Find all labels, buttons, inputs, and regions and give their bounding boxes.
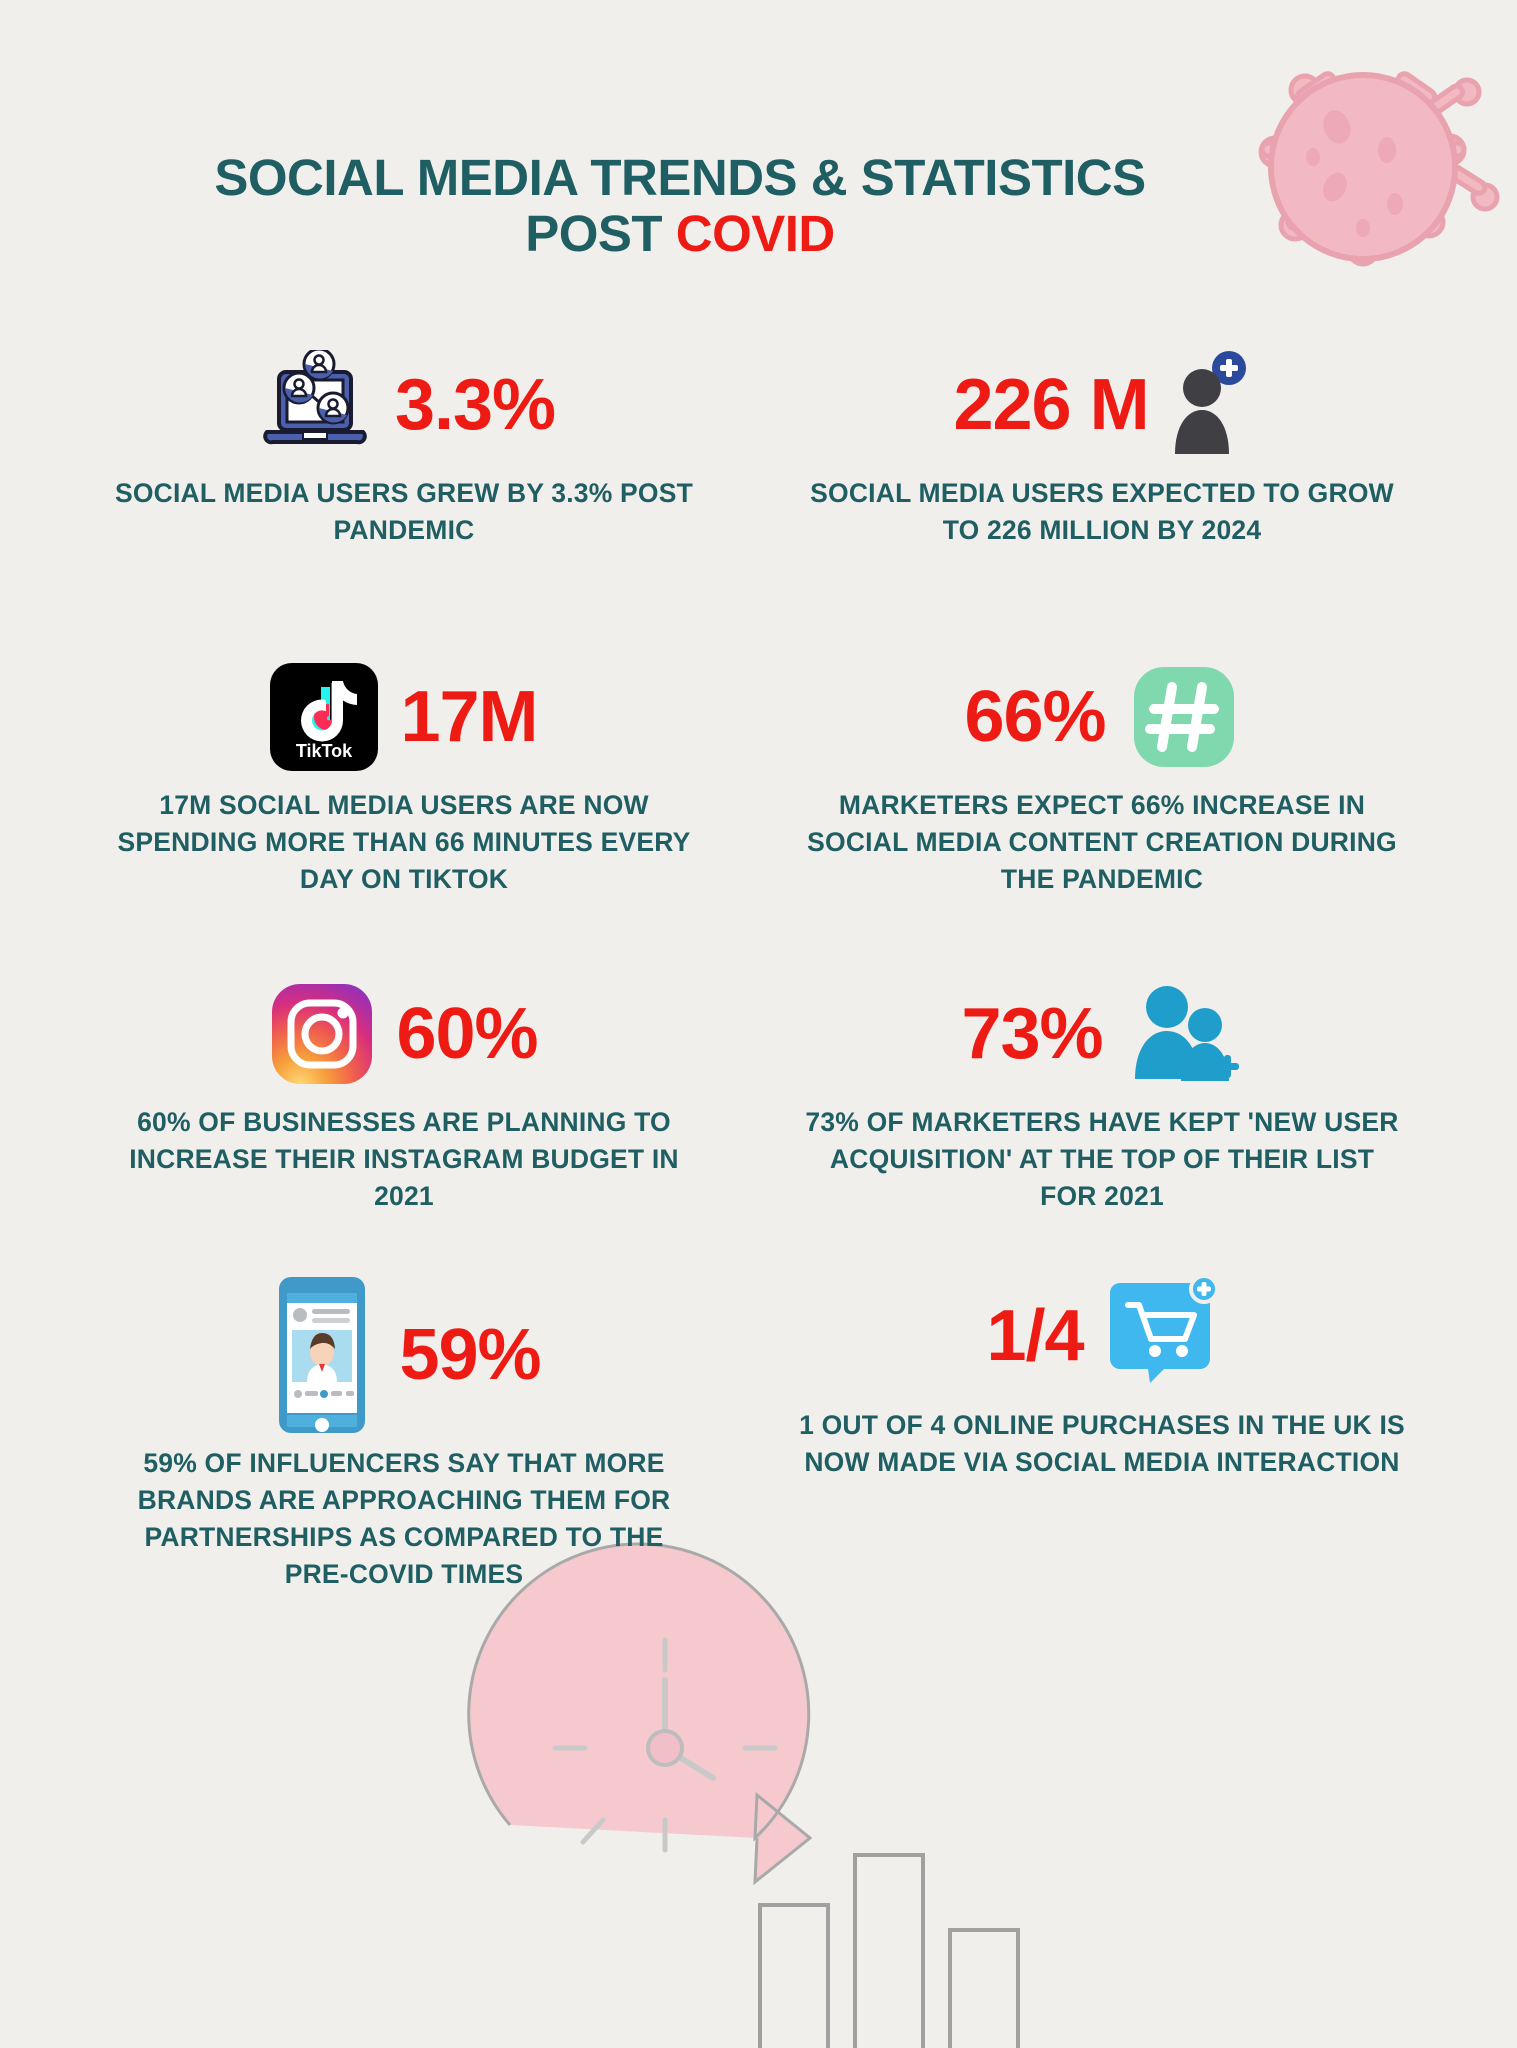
hashtag-icon — [1133, 667, 1234, 767]
stat-caption: 59% OF INFLUENCERS SAY THAT MORE BRANDS … — [137, 1448, 671, 1589]
page-title: SOCIAL MEDIA TRENDS & STATISTICS POST CO… — [0, 150, 1360, 262]
stats-row-1: 3.3% SOCIAL MEDIA USERS GREW BY 3.3% POS… — [0, 345, 1517, 549]
stat-caption: SOCIAL MEDIA USERS GREW BY 3.3% POST PAN… — [114, 478, 694, 545]
stats-row-4: 59% 59% OF INFLUENCERS SAY THAT MORE BRA… — [0, 1275, 1517, 1593]
stat-value: 1/4 — [986, 1296, 1084, 1376]
instagram-icon — [272, 984, 373, 1084]
stat-value: 59% — [399, 1315, 541, 1395]
stat-value: 17M — [400, 677, 538, 757]
stat-caption: 1 OUT OF 4 ONLINE PURCHASES IN THE UK IS… — [799, 1410, 1405, 1477]
laptop-users-icon — [263, 350, 367, 445]
title-line-2: POST COVID — [0, 206, 1360, 262]
stat-block-instagram-budget: 60% 60% OF BUSINESSES ARE PLANNING TO IN… — [0, 974, 758, 1215]
stats-row-3: 60% 60% OF BUSINESSES ARE PLANNING TO IN… — [0, 974, 1517, 1215]
stat-block-new-user-acquisition: 73% 73% OF MARKETERS HAVE KEPT 'NEW USER… — [758, 974, 1516, 1215]
stat-caption: SOCIAL MEDIA USERS EXPECTED TO GROW TO 2… — [810, 478, 1394, 545]
stat-block-social-media-growth: 3.3% SOCIAL MEDIA USERS GREW BY 3.3% POS… — [0, 345, 758, 549]
title-covid: COVID — [675, 205, 836, 262]
person-add-icon — [1174, 351, 1246, 454]
stat-block-users-2024: 226 M SOCIAL MEDIA USERS EXPECTED TO GRO… — [758, 345, 1516, 549]
stat-caption: 17M SOCIAL MEDIA USERS ARE NOW SPENDING … — [117, 790, 691, 894]
stat-block-online-purchases: 1/4 1 OUT OF 4 ONLINE PURCHASES — [758, 1275, 1516, 1593]
tiktok-icon: TikTok — [270, 663, 379, 771]
stat-caption: MARKETERS EXPECT 66% INCREASE IN SOCIAL … — [807, 790, 1397, 894]
title-line-1: SOCIAL MEDIA TRENDS & STATISTICS — [214, 149, 1146, 206]
shopping-cart-icon — [1109, 1275, 1218, 1383]
svg-text:TikTok: TikTok — [296, 741, 353, 761]
stat-block-influencer-partnerships: 59% 59% OF INFLUENCERS SAY THAT MORE BRA… — [0, 1275, 758, 1593]
stats-grid: 3.3% SOCIAL MEDIA USERS GREW BY 3.3% POS… — [0, 345, 1517, 1593]
stats-row-2: TikTok 17M 17M SOCIAL MEDIA USERS ARE NO… — [0, 657, 1517, 898]
stat-value: 3.3% — [394, 365, 556, 445]
stat-caption: 73% OF MARKETERS HAVE KEPT 'NEW USER ACQ… — [805, 1107, 1399, 1211]
stat-value: 73% — [961, 994, 1103, 1074]
stat-value: 60% — [396, 994, 538, 1074]
smartphone-post-icon — [279, 1277, 366, 1433]
stat-caption: 60% OF BUSINESSES ARE PLANNING TO INCREA… — [129, 1107, 679, 1211]
bar-chart-watermark — [758, 1853, 1020, 2048]
stat-value: 226 M — [953, 365, 1149, 445]
stat-block-tiktok: TikTok 17M 17M SOCIAL MEDIA USERS ARE NO… — [0, 657, 758, 898]
title-post: POST — [525, 205, 676, 262]
stat-value: 66% — [964, 677, 1106, 757]
stat-block-content-creation: 66% MARKETERS EXPECT 66% INCREASE IN SOC — [758, 657, 1516, 898]
user-acquisition-icon — [1134, 986, 1239, 1081]
